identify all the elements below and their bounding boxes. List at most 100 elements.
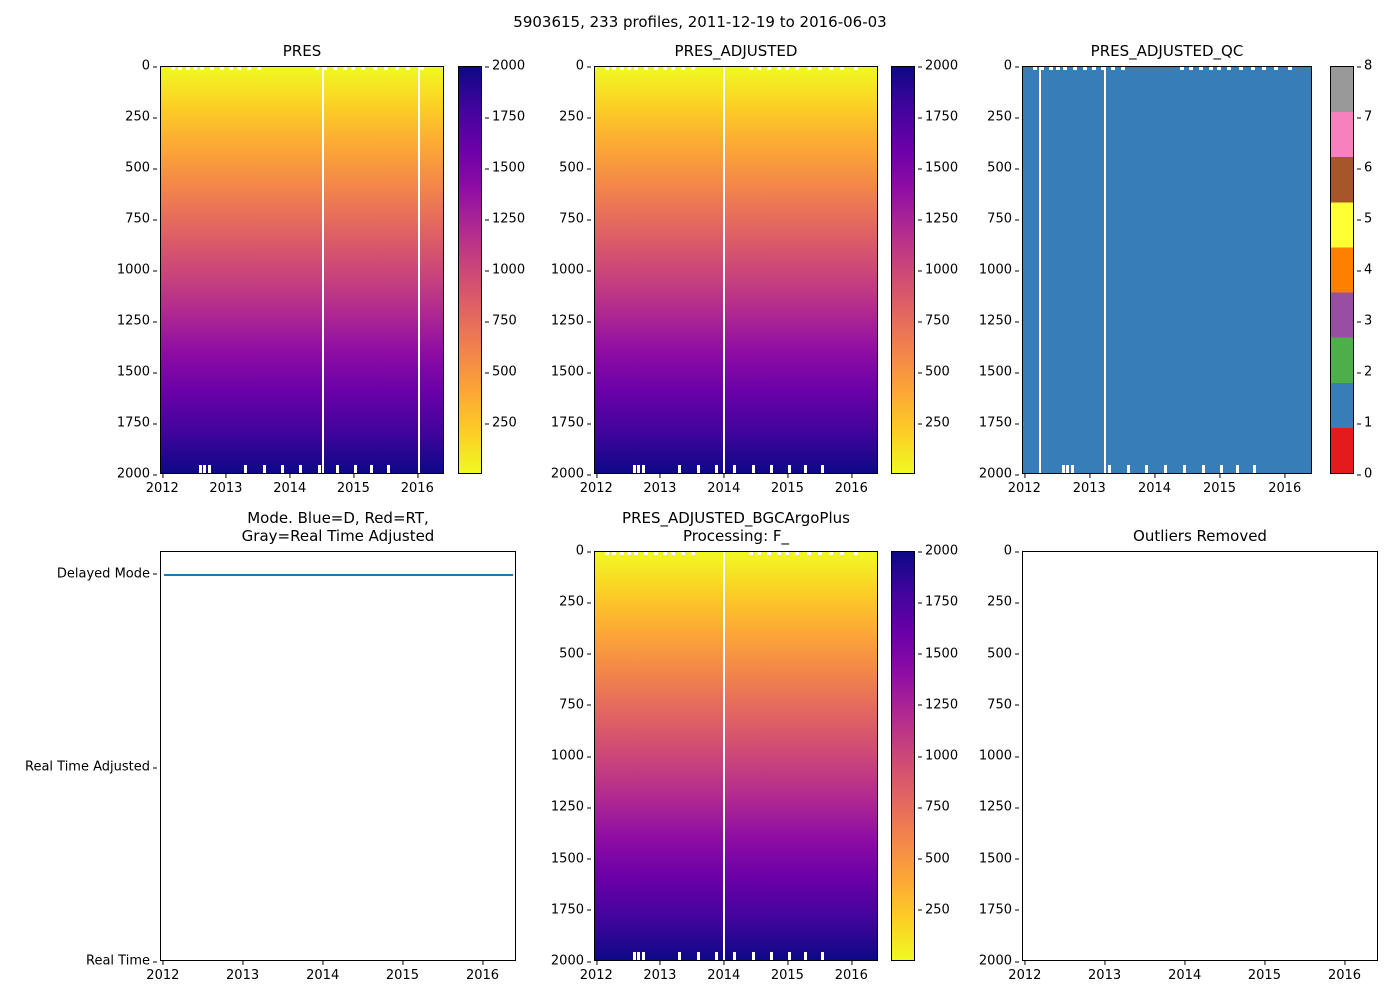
missing-data-speckle (1061, 465, 1065, 473)
missing-data-speckle (654, 67, 659, 70)
y-tick-label: 1250 (551, 800, 594, 815)
colorbar-tick-label: 1000 (915, 749, 958, 764)
missing-data-speckle (637, 465, 641, 473)
subplot-outliers-title: Outliers Removed (1133, 527, 1267, 546)
missing-data-speckle (342, 67, 347, 70)
y-tick-label: 250 (559, 110, 594, 125)
missing-data-speckle (690, 67, 695, 70)
y-tick-label: 0 (576, 59, 594, 74)
missing-data-speckle (1253, 465, 1257, 473)
colorbar-tick-label: 1750 (915, 110, 958, 125)
subplot-bgc-title: PRES_ADJUSTED_BGCArgoPlus Processing: F_ (622, 508, 850, 546)
missing-data-speckle (1188, 67, 1193, 70)
missing-data-speckle (1217, 67, 1222, 70)
y-tick-label: 1250 (117, 314, 160, 329)
colorbar-tick-label: 2 (1354, 365, 1372, 380)
y-tick-label: 2000 (551, 467, 594, 482)
x-tick-label: 2015 (1203, 474, 1236, 496)
y-tick-label: 500 (559, 646, 594, 661)
missing-data-speckle (854, 552, 859, 555)
x-tick-label: 2013 (643, 474, 676, 496)
x-tick-label: 2013 (1088, 961, 1121, 983)
x-tick-label: 2013 (1073, 474, 1106, 496)
missing-data-speckle (1066, 465, 1070, 473)
missing-data-speckle (1070, 465, 1074, 473)
missing-data-speckle (733, 952, 737, 960)
x-tick-label: 2015 (771, 961, 804, 983)
missing-data-speckle (1236, 465, 1240, 473)
missing-data-speckle (383, 67, 388, 70)
missing-data-speckle (757, 552, 762, 555)
missing-data-speckle (714, 465, 718, 473)
x-tick-label: 2012 (1008, 961, 1041, 983)
missing-profile-gap (417, 67, 420, 473)
missing-data-speckle (840, 67, 845, 70)
missing-data-speckle (788, 952, 792, 960)
x-tick-label: 2016 (835, 474, 868, 496)
bgc-colorbar: 2000 1750 1500 1250 1000 750 500 250 (891, 544, 958, 961)
missing-data-speckle (785, 552, 790, 555)
y-tick-label: 500 (125, 161, 160, 176)
y-tick-label: 2000 (551, 954, 594, 969)
colorbar-tick-label: 8 (1354, 59, 1372, 74)
missing-data-speckle (203, 465, 207, 473)
missing-profile-gap (723, 552, 726, 960)
missing-data-speckle (1201, 465, 1205, 473)
missing-data-speckle (200, 67, 205, 70)
missing-data-speckle (671, 552, 676, 555)
missing-data-speckle (1048, 67, 1053, 70)
missing-data-speckle (210, 67, 215, 70)
missing-data-speckle (696, 952, 700, 960)
colorbar-tick-label: 500 (482, 365, 517, 380)
missing-data-speckle (199, 465, 203, 473)
missing-data-speckle (795, 552, 800, 555)
y-tick-label: 1500 (117, 365, 160, 380)
x-tick-label: 2016 (401, 474, 434, 496)
y-tick-label: 250 (559, 595, 594, 610)
colorbar-tick-label: 1250 (915, 212, 958, 227)
missing-data-speckle (662, 67, 667, 70)
y-tick-label: 1000 (551, 263, 594, 278)
x-tick-label: 2016 (1268, 474, 1301, 496)
pres-adjusted-qc-heatmap (1022, 66, 1312, 474)
missing-data-speckle (420, 67, 425, 70)
figure-title: 5903615, 233 profiles, 2011-12-19 to 201… (513, 13, 887, 31)
missing-data-speckle (757, 67, 762, 70)
missing-data-speckle (820, 952, 824, 960)
pres-adjusted-colorbar: 2000 1750 1500 1250 1000 750 500 250 (891, 59, 958, 474)
y-tick-label: 500 (559, 161, 594, 176)
missing-data-speckle (317, 465, 321, 473)
missing-data-speckle (1250, 67, 1255, 70)
missing-data-speckle (620, 67, 625, 70)
colorbar-tick-label: 6 (1354, 161, 1372, 176)
missing-data-speckle (1262, 67, 1267, 70)
missing-data-speckle (220, 67, 225, 70)
mode-plot (160, 551, 516, 961)
missing-data-speckle (806, 552, 811, 555)
missing-data-speckle (611, 67, 616, 70)
missing-data-speckle (788, 465, 792, 473)
colorbar-tick-label: 4 (1354, 263, 1372, 278)
y-tick-label: 1750 (551, 416, 594, 431)
missing-data-speckle (748, 552, 753, 555)
missing-data-speckle (776, 67, 781, 70)
y-tick-label: Delayed Mode (57, 566, 160, 581)
x-tick-label: 2016 (1328, 961, 1361, 983)
missing-data-speckle (634, 67, 639, 70)
y-tick-label: 0 (1004, 59, 1022, 74)
missing-data-speckle (644, 67, 649, 70)
missing-data-speckle (351, 67, 356, 70)
missing-data-speckle (641, 952, 645, 960)
missing-data-speckle (714, 952, 718, 960)
y-tick-label: 750 (125, 212, 160, 227)
missing-data-speckle (1110, 67, 1115, 70)
x-tick-label: 2014 (306, 961, 339, 983)
missing-data-speckle (604, 67, 609, 70)
y-tick-label: 0 (576, 544, 594, 559)
bgc-colorbar-gradient (891, 551, 915, 961)
x-tick-label: 2014 (707, 961, 740, 983)
x-tick-label: 2015 (337, 474, 370, 496)
missing-data-speckle (820, 465, 824, 473)
missing-data-speckle (1056, 67, 1061, 70)
missing-data-speckle (1092, 67, 1097, 70)
